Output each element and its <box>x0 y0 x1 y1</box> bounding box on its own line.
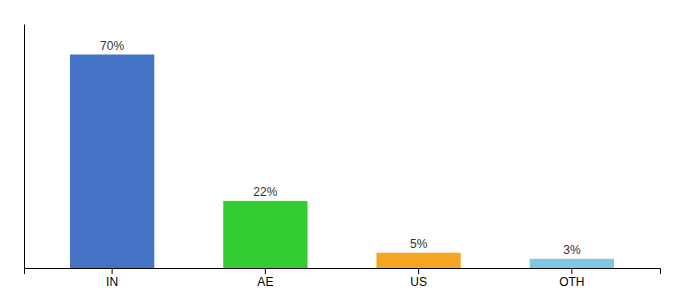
data-label: 5% <box>410 237 428 251</box>
bar <box>70 55 154 269</box>
chart: IN AE US OTH 70% 22% 5% 3% <box>0 0 680 300</box>
bar <box>376 253 460 268</box>
x-tick-label: US <box>410 275 427 289</box>
x-tick-label: OTH <box>559 275 584 289</box>
x-tick: IN <box>106 268 118 289</box>
plot: IN AE US OTH 70% 22% 5% 3% <box>25 25 661 289</box>
x-tick-mark <box>112 268 113 274</box>
x-tick: US <box>410 268 427 289</box>
data-label: 70% <box>100 39 124 53</box>
bar <box>530 259 614 268</box>
x-tick: AE <box>257 268 273 289</box>
y-axis-line <box>24 25 25 269</box>
bar <box>223 201 307 268</box>
x-tick-label: AE <box>257 275 273 289</box>
x-tick-label: IN <box>106 275 118 289</box>
x-tick-mark <box>418 268 419 274</box>
data-label: 3% <box>563 243 581 257</box>
data-label: 22% <box>253 185 277 199</box>
x-tick-mark <box>265 268 266 274</box>
x-axis-line <box>25 269 661 275</box>
y-axis <box>24 25 25 269</box>
x-axis: IN AE US OTH <box>25 268 661 289</box>
data-labels: 70% 22% 5% 3% <box>100 39 581 257</box>
x-tick: OTH <box>559 268 584 289</box>
x-tick-mark <box>571 268 572 274</box>
bars <box>70 55 614 269</box>
